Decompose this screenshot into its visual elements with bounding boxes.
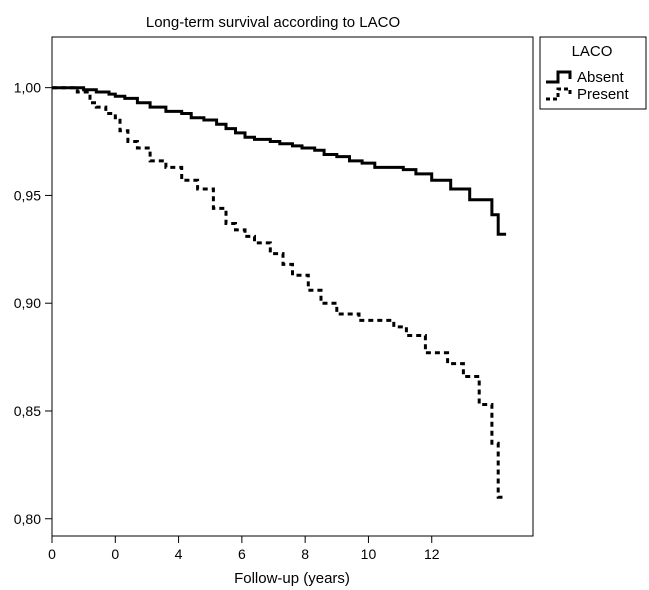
x-tick-label: 0 [111,546,119,562]
x-axis-label: Follow-up (years) [234,570,350,587]
series-layer [52,86,507,499]
y-tick-label: 0,85 [14,403,41,419]
y-axis: 0,80 0,85 0,90 0,95 1,00 [14,80,52,527]
x-tick-label: 12 [424,546,440,562]
x-tick-label: 8 [301,546,309,562]
y-tick-label: 1,00 [14,80,41,96]
y-tick-label: 0,80 [14,511,41,527]
x-tick-label: 6 [238,546,246,562]
chart-title: Long-term survival according to LACO [146,14,400,31]
legend-frame [539,36,647,110]
x-tick-label: 10 [361,546,377,562]
y-tick-label: 0,95 [14,187,41,203]
plot-area-frame [51,36,534,537]
legend-title: LACO [572,43,613,60]
series-line-absent [52,86,507,236]
y-tick-label: 0,90 [14,295,41,311]
series-line-present [52,86,507,499]
legend-label-present: Present [577,86,630,103]
x-tick-label: 4 [175,546,183,562]
legend-swatch-present [546,87,572,101]
legend-label-absent: Absent [577,69,625,86]
x-axis: 0 0 4 6 8 10 12 [48,536,440,562]
legend-swatch-absent [546,70,572,84]
x-tick-label: 0 [48,546,56,562]
